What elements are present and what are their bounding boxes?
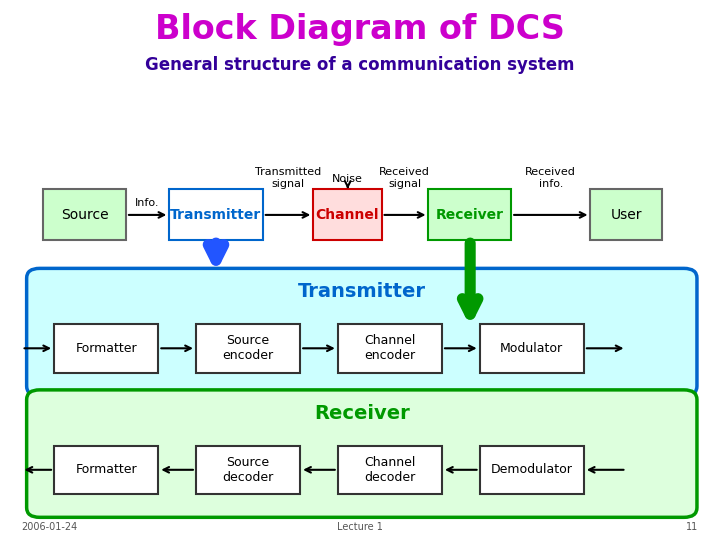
FancyBboxPatch shape: [169, 189, 263, 240]
Text: Received
signal: Received signal: [379, 167, 430, 189]
Text: Transmitter: Transmitter: [171, 208, 261, 221]
Text: Formatter: Formatter: [76, 342, 137, 355]
Text: Noise: Noise: [333, 173, 363, 184]
FancyBboxPatch shape: [338, 446, 442, 494]
Text: Received
info.: Received info.: [526, 167, 576, 189]
Text: Receiver: Receiver: [314, 403, 410, 423]
FancyBboxPatch shape: [54, 324, 158, 373]
FancyBboxPatch shape: [338, 324, 442, 373]
FancyBboxPatch shape: [196, 446, 300, 494]
Text: Formatter: Formatter: [76, 463, 137, 476]
FancyBboxPatch shape: [428, 189, 511, 240]
Text: Channel
encoder: Channel encoder: [364, 334, 415, 362]
FancyBboxPatch shape: [43, 189, 126, 240]
Text: Info.: Info.: [135, 198, 160, 208]
FancyBboxPatch shape: [196, 324, 300, 373]
Text: Channel
decoder: Channel decoder: [364, 456, 415, 484]
FancyBboxPatch shape: [480, 324, 584, 373]
FancyBboxPatch shape: [27, 268, 697, 396]
Text: Transmitter: Transmitter: [298, 282, 426, 301]
FancyBboxPatch shape: [480, 446, 584, 494]
FancyBboxPatch shape: [54, 446, 158, 494]
Text: Block Diagram of DCS: Block Diagram of DCS: [155, 13, 565, 46]
Text: User: User: [611, 208, 642, 221]
Text: Demodulator: Demodulator: [491, 463, 572, 476]
Text: Channel: Channel: [315, 208, 379, 221]
FancyBboxPatch shape: [27, 390, 697, 517]
Text: Source
encoder: Source encoder: [222, 334, 274, 362]
Text: Modulator: Modulator: [500, 342, 563, 355]
Text: 2006-01-24: 2006-01-24: [22, 522, 78, 532]
Text: Transmitted
signal: Transmitted signal: [255, 167, 321, 189]
Text: Lecture 1: Lecture 1: [337, 522, 383, 532]
Text: Source
decoder: Source decoder: [222, 456, 274, 484]
Text: General structure of a communication system: General structure of a communication sys…: [145, 56, 575, 74]
Text: 11: 11: [686, 522, 698, 532]
Text: Receiver: Receiver: [436, 208, 504, 221]
FancyBboxPatch shape: [313, 189, 382, 240]
FancyBboxPatch shape: [590, 189, 662, 240]
Text: Source: Source: [60, 208, 109, 221]
